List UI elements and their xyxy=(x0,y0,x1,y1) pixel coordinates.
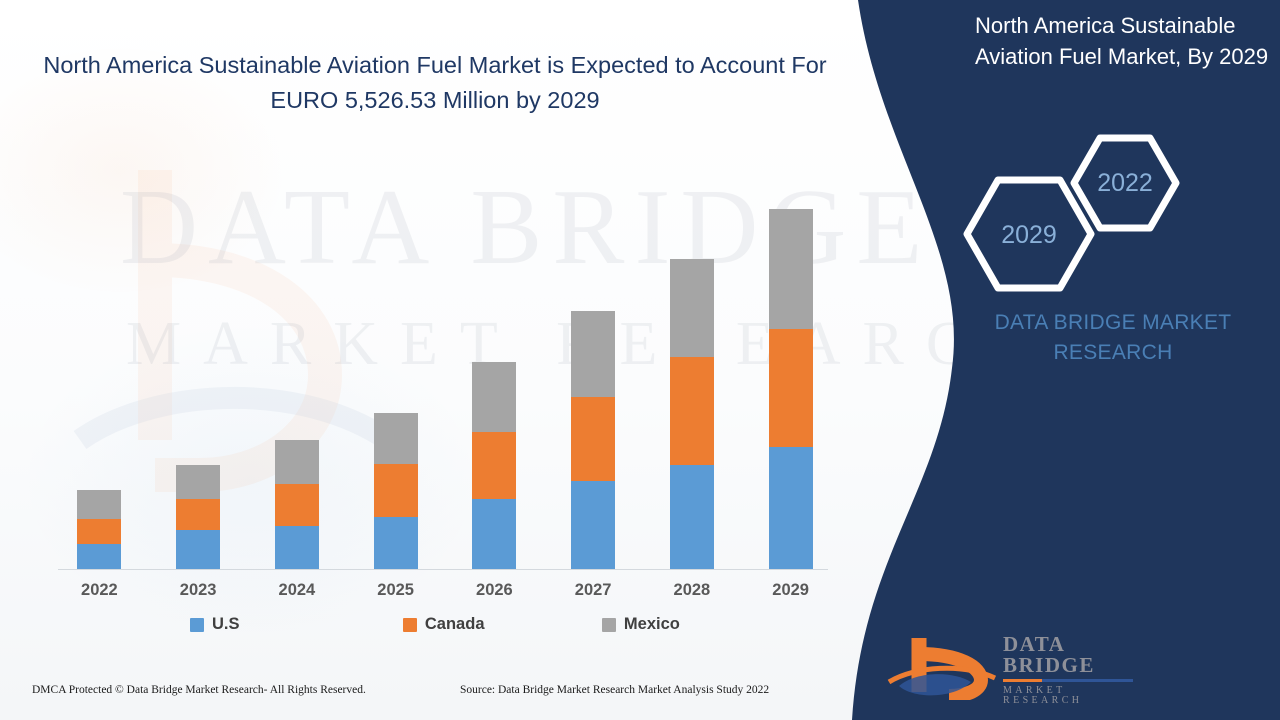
bar-segment-canada xyxy=(373,464,418,517)
x-axis-line xyxy=(58,569,828,570)
bar-segment-canada xyxy=(669,357,714,465)
bar-segment-canada xyxy=(571,397,616,481)
bar-segment-mexico xyxy=(472,362,517,432)
logo-watermark-icon xyxy=(73,170,386,492)
bar-segment-us xyxy=(274,526,319,569)
left-chart-panel: DATA BRIDGE MARKET RESEARCH North Americ… xyxy=(0,0,980,720)
right-panel-title: North America Sustainable Aviation Fuel … xyxy=(975,13,1269,70)
chart-legend: U.S Canada Mexico xyxy=(50,615,750,634)
stacked-bar xyxy=(77,490,122,569)
bar-column xyxy=(649,169,735,569)
bar-segment-canada xyxy=(274,484,319,526)
bar-column xyxy=(748,169,834,569)
logo-divider xyxy=(1003,679,1133,682)
brand-name: DATA BRIDGE MARKET RESEARCH xyxy=(958,308,1268,368)
legend-swatch-icon xyxy=(190,617,204,632)
bar-column xyxy=(254,169,340,569)
x-axis-label: 2022 xyxy=(81,580,118,599)
footer-source-text: Source: Data Bridge Market Research Mark… xyxy=(460,684,770,696)
bar-segment-mexico xyxy=(669,259,714,357)
bar-column xyxy=(353,169,439,569)
stacked-bar xyxy=(472,362,517,569)
bar-column xyxy=(451,169,537,569)
legend-label: Mexico xyxy=(623,615,680,633)
data-bridge-mark-icon xyxy=(887,638,997,703)
legend-label: U.S xyxy=(212,615,240,633)
x-axis-label: 2023 xyxy=(179,580,217,599)
x-axis-label: 2029 xyxy=(772,580,809,599)
bar-segment-us xyxy=(176,530,221,569)
bar-column xyxy=(550,169,636,569)
hexagon-2022: 2022 xyxy=(1070,134,1180,232)
stacked-bar xyxy=(669,259,714,569)
bar-segment-mexico xyxy=(571,311,616,397)
stacked-bar xyxy=(768,209,813,569)
bar-segment-canada xyxy=(768,329,813,447)
bar-column xyxy=(155,169,241,569)
legend-item-canada[interactable]: Canada xyxy=(402,615,602,634)
bar-segment-canada xyxy=(472,432,517,499)
hexagon-2029-label: 2029 xyxy=(1001,221,1057,249)
brand-line-2: RESEARCH xyxy=(1053,340,1173,364)
brand-line-1: DATA BRIDGE MARKET xyxy=(994,311,1232,334)
bar-segment-mexico xyxy=(77,490,122,519)
stacked-bar xyxy=(373,413,418,569)
background-tint xyxy=(0,0,980,720)
logo-wordmark: DATA BRIDGE MARKET RESEARCH xyxy=(1003,634,1145,706)
x-axis-label: 2025 xyxy=(377,580,414,599)
bar-segment-us xyxy=(77,544,122,569)
bar-segment-canada xyxy=(77,519,122,544)
bar-segment-mexico xyxy=(176,465,221,499)
stacked-bar-chart: 2022 2023 2024 2025 2026 2027 2028 2029 xyxy=(50,150,840,599)
x-axis-label: 2026 xyxy=(476,580,513,599)
bar-column xyxy=(56,169,142,569)
legend-label: Canada xyxy=(424,615,485,633)
page-title: North America Sustainable Aviation Fuel … xyxy=(43,52,827,113)
x-axis-label: 2028 xyxy=(673,580,711,599)
footer: DMCA Protected © Data Bridge Market Rese… xyxy=(0,684,860,710)
stacked-bar xyxy=(571,311,616,569)
bar-segment-us xyxy=(669,465,714,569)
x-axis-labels: 2022 2023 2024 2025 2026 2027 2028 2029 xyxy=(50,575,840,605)
stacked-bar xyxy=(274,440,319,569)
footer-logo: DATA BRIDGE MARKET RESEARCH xyxy=(885,630,1145,705)
legend-swatch-icon xyxy=(601,617,616,632)
bar-segment-canada xyxy=(176,499,221,530)
hexagon-badges: 2022 2029 xyxy=(963,134,1180,292)
bar-segment-us xyxy=(472,499,517,569)
right-panel-content: North America Sustainable Aviation Fuel … xyxy=(887,0,1280,720)
x-axis-label: 2027 xyxy=(574,580,612,599)
bar-segment-us xyxy=(571,481,616,569)
footer-dmca-text: DMCA Protected © Data Bridge Market Rese… xyxy=(32,684,366,696)
hexagon-2029: 2029 xyxy=(963,176,1095,292)
hexagon-2022-label: 2022 xyxy=(1097,169,1153,197)
logo-line-1: DATA BRIDGE xyxy=(1003,632,1095,677)
x-axis-label: 2024 xyxy=(278,580,316,599)
stacked-bar xyxy=(176,465,221,569)
bar-segment-mexico xyxy=(768,209,813,329)
logo-line-2: MARKET RESEARCH xyxy=(1003,684,1083,706)
bar-segment-us xyxy=(373,517,418,569)
bar-group xyxy=(50,169,840,569)
legend-item-us[interactable]: U.S xyxy=(50,615,403,634)
legend-item-mexico[interactable]: Mexico xyxy=(601,615,750,634)
bar-segment-us xyxy=(768,447,813,569)
bar-segment-mexico xyxy=(373,413,418,464)
bar-segment-mexico xyxy=(274,440,319,484)
watermark-line-2: MARKET RESEARCH xyxy=(126,310,980,378)
legend-swatch-icon xyxy=(402,617,417,632)
